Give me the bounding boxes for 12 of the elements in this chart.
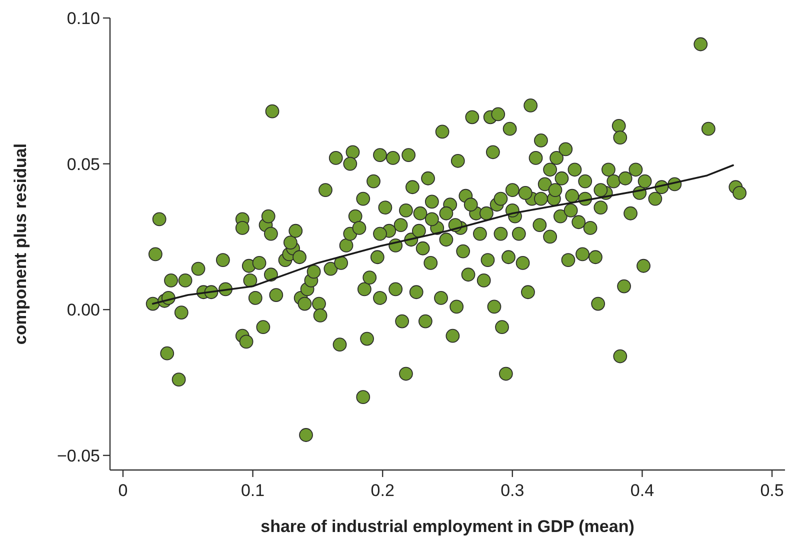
x-tick-label: 0.1 [240, 481, 265, 500]
x-tick-label: 0 [118, 481, 128, 500]
y-tick-label: 0.05 [66, 154, 100, 174]
y-tick-label: −0.05 [56, 446, 100, 466]
x-tick-label: 0.4 [630, 481, 654, 500]
x-tick-label: 0.2 [370, 481, 394, 500]
y-tick-label: 0.00 [66, 300, 100, 320]
x-tick-label: 0.3 [500, 481, 524, 500]
y-axis-title: component plus residual [11, 143, 30, 345]
x-axis-title: share of industrial employment in GDP (mean) [260, 517, 634, 536]
x-tick-label: 0.5 [760, 481, 784, 500]
y-tick-label: 0.10 [66, 8, 100, 28]
